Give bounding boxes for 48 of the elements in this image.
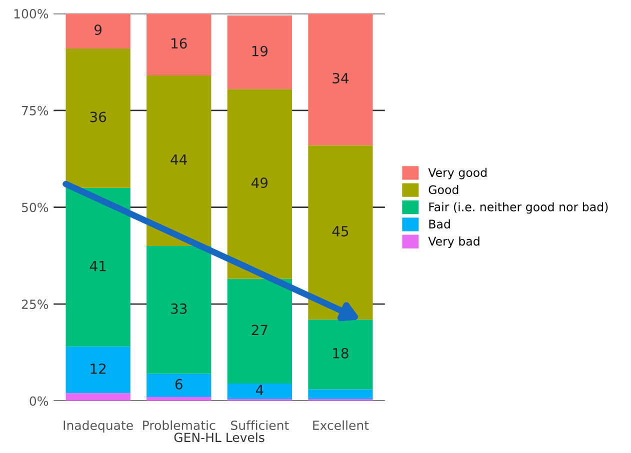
bar: [146, 76, 212, 246]
bar: [146, 246, 212, 374]
x-tick-label: Excellent: [313, 420, 369, 430]
bar: [146, 14, 212, 76]
y-tick-label: 100%: [14, 9, 48, 19]
data-label: 4: [256, 384, 264, 396]
data-label: 6: [175, 378, 182, 390]
legend-label: Fair (i.e. neither good nor bad): [429, 202, 608, 214]
y-tick-label: 75%: [22, 106, 48, 116]
y-tick-label: 25%: [22, 300, 48, 310]
data-label: 18: [333, 348, 348, 358]
bar: [66, 346, 130, 394]
bar: [227, 89, 292, 279]
bar: [66, 14, 130, 48]
bar: [308, 14, 373, 146]
bar: [308, 145, 373, 320]
data-label: 41: [90, 260, 106, 272]
bar: [66, 188, 130, 347]
bar: [308, 320, 373, 390]
bar: [66, 393, 130, 401]
data-label: 33: [171, 303, 187, 314]
y-tick-label: 50%: [22, 202, 48, 212]
bar: [146, 374, 212, 398]
data-label: 45: [332, 226, 348, 236]
bar: [227, 383, 292, 399]
bar: [308, 389, 373, 399]
legend-label: Good: [428, 185, 458, 194]
data-label: 49: [252, 178, 268, 188]
data-label: 16: [172, 38, 187, 49]
data-label: 12: [90, 363, 106, 374]
x-tick-label: Problematic: [143, 420, 216, 430]
x-tick-label: Inadequate: [64, 420, 133, 432]
data-label: 19: [252, 46, 268, 56]
x-axis-title: GEN-HL Levels: [174, 432, 264, 442]
bar: [146, 397, 212, 401]
data-label: 27: [252, 324, 268, 336]
data-label: 36: [90, 112, 106, 122]
legend-label: Very bad: [428, 236, 480, 248]
bar: [227, 16, 292, 90]
data-label: 34: [332, 72, 349, 84]
bar: [227, 278, 292, 384]
data-label: 9: [94, 24, 102, 36]
data-label: 44: [170, 154, 187, 165]
legend-label: Bad: [429, 219, 450, 229]
y-tick-label: 0%: [30, 396, 48, 406]
legend-label: Very good: [428, 168, 487, 180]
x-tick-label: Sufficient: [231, 420, 289, 430]
bar: [66, 48, 130, 188]
